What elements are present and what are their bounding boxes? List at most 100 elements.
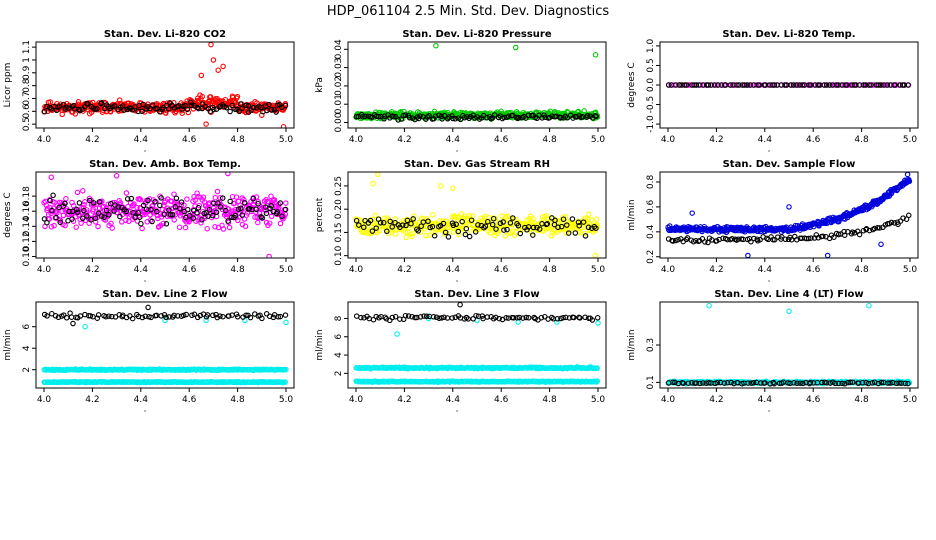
data-point	[700, 82, 706, 88]
plot-frame	[347, 171, 607, 259]
data-point	[142, 313, 149, 320]
data-point	[440, 220, 447, 227]
data-point	[582, 233, 589, 239]
data-point	[560, 216, 567, 222]
data-point	[215, 200, 221, 206]
data-point	[232, 212, 239, 219]
data-point	[175, 313, 181, 319]
data-point	[502, 233, 508, 239]
y-tick-label: 0.0	[646, 78, 656, 93]
data-point	[856, 231, 863, 238]
data-point	[199, 217, 205, 223]
data-point	[94, 106, 100, 112]
data-point	[504, 226, 510, 233]
data-point	[671, 82, 677, 88]
data-point	[851, 230, 858, 236]
data-point	[771, 236, 778, 243]
data-point	[415, 228, 421, 234]
x-tick-label: 5.0	[903, 395, 918, 405]
data-point	[465, 316, 471, 322]
data-point	[203, 121, 209, 127]
data-point	[267, 205, 273, 212]
x-tick-label: 4.6	[806, 135, 821, 145]
data-point	[169, 211, 176, 218]
data-point	[229, 193, 236, 200]
x-tick-label: 4.6	[494, 135, 509, 145]
data-point	[204, 225, 210, 232]
data-point	[194, 190, 200, 196]
data-point	[171, 217, 177, 223]
data-point	[423, 232, 429, 239]
data-point	[452, 314, 459, 321]
data-point	[238, 205, 244, 212]
data-point	[455, 228, 462, 235]
y-tick-label: 0.8	[22, 78, 32, 93]
data-point	[117, 200, 124, 206]
data-point	[275, 314, 281, 320]
data-point	[106, 212, 112, 218]
data-point	[92, 215, 99, 221]
x-tick-label: 5.0	[591, 265, 606, 275]
data-point	[44, 219, 50, 226]
data-point	[593, 216, 600, 222]
data-point	[96, 199, 103, 205]
data-point	[517, 230, 524, 237]
data-point	[158, 313, 164, 319]
data-point	[715, 82, 721, 88]
data-point	[847, 379, 854, 386]
data-point	[98, 99, 105, 106]
data-point	[53, 214, 59, 221]
data-point	[762, 380, 768, 386]
data-point	[280, 123, 287, 128]
data-point	[475, 222, 481, 228]
data-point	[866, 227, 873, 234]
plot-frame	[659, 171, 919, 259]
data-point	[417, 314, 424, 320]
y-tick-label: 4	[22, 345, 32, 351]
data-point	[544, 216, 550, 222]
data-point	[724, 380, 731, 386]
data-point	[49, 207, 55, 214]
data-point	[80, 215, 86, 222]
data-point	[158, 195, 164, 201]
data-point	[223, 104, 230, 111]
data-point	[268, 203, 274, 209]
data-point	[595, 320, 601, 326]
data-point	[824, 252, 831, 258]
x-tick-label: 5.0	[279, 395, 294, 405]
data-point	[177, 205, 183, 212]
y-tick-label: 0.8	[646, 175, 656, 190]
data-point	[520, 315, 526, 321]
data-point	[594, 315, 601, 321]
data-point	[449, 113, 455, 119]
data-point	[55, 314, 62, 321]
points-layer	[41, 304, 289, 386]
data-point	[282, 102, 289, 109]
data-point	[101, 214, 107, 220]
data-point	[361, 315, 367, 321]
data-point	[74, 209, 81, 215]
plot-frame	[35, 171, 295, 259]
data-point	[881, 82, 887, 88]
data-point	[576, 222, 582, 229]
x-axis-label-mark	[456, 150, 458, 152]
data-point	[183, 311, 189, 318]
data-point	[782, 236, 789, 243]
data-point	[139, 314, 146, 321]
data-point	[166, 106, 172, 112]
panel-title: Stan. Dev. Li-820 Temp.	[722, 29, 855, 40]
y-tick-label: -0.5	[646, 96, 656, 114]
data-point	[409, 233, 415, 240]
y-tick-label: 0.9	[22, 65, 32, 80]
data-point	[862, 82, 869, 88]
data-point	[594, 378, 601, 384]
data-point	[794, 380, 800, 387]
data-point	[375, 172, 381, 178]
data-point	[892, 82, 898, 88]
data-point	[137, 196, 144, 203]
data-point	[121, 107, 127, 113]
y-tick-label: 0.02	[334, 76, 344, 96]
data-point	[220, 226, 227, 232]
